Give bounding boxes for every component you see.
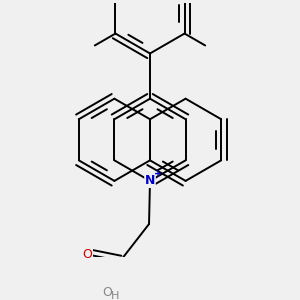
Text: +: + (154, 169, 162, 178)
Text: N: N (145, 174, 155, 188)
Text: O: O (82, 248, 92, 261)
Text: O: O (102, 286, 112, 299)
Text: H: H (111, 291, 119, 300)
